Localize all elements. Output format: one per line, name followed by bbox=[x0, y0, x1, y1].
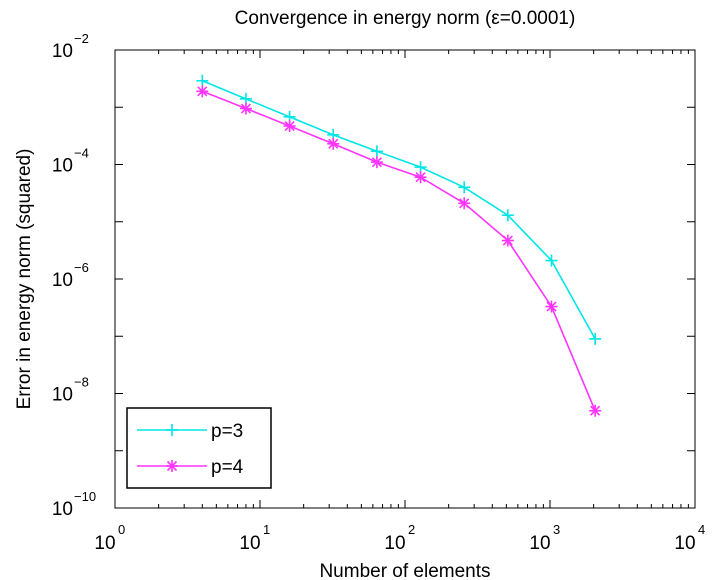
series-1-point bbox=[545, 254, 558, 267]
x-tick-label: 10 bbox=[674, 533, 695, 554]
y-tick-exponent: −6 bbox=[74, 260, 89, 275]
series-2-point bbox=[545, 300, 558, 313]
series-line-2 bbox=[202, 90, 596, 412]
chart-title: Convergence in energy norm (ε=0.0001) bbox=[235, 8, 576, 29]
x-tick-label: 10 bbox=[529, 533, 550, 554]
y-tick-label: 10 bbox=[52, 156, 73, 177]
series-2-point bbox=[239, 102, 252, 115]
series-1-point bbox=[501, 209, 514, 222]
y-axis-label: Error in energy norm (squared) bbox=[14, 149, 35, 410]
y-tick-label: 10 bbox=[52, 499, 73, 520]
x-tick-exponent: 4 bbox=[698, 522, 705, 537]
series-2-point bbox=[589, 404, 602, 417]
x-axis-label: Number of elements bbox=[319, 561, 490, 580]
y-tick-exponent: −10 bbox=[74, 489, 96, 504]
y-tick-exponent: −8 bbox=[74, 375, 89, 390]
x-tick-exponent: 0 bbox=[118, 522, 125, 537]
series-2-point bbox=[283, 120, 296, 133]
legend-box bbox=[126, 407, 272, 489]
x-tick-label: 10 bbox=[384, 533, 405, 554]
series-1-point bbox=[589, 332, 602, 345]
series-2-point bbox=[501, 234, 514, 247]
series-1-point bbox=[196, 74, 209, 87]
x-tick-exponent: 3 bbox=[553, 522, 560, 537]
legend-items: p=3 p=4 bbox=[137, 421, 244, 478]
x-tick-exponent: 1 bbox=[263, 522, 270, 537]
legend: p=3 p=4 bbox=[126, 407, 272, 489]
series-1-point bbox=[370, 145, 383, 158]
x-tick-label: 10 bbox=[94, 533, 115, 554]
y-tick-label: 10 bbox=[52, 41, 73, 62]
legend-label-1: p=3 bbox=[211, 421, 243, 442]
legend-label-2: p=4 bbox=[211, 457, 244, 478]
legend-marker-2 bbox=[166, 460, 178, 472]
y-tick-label: 10 bbox=[52, 385, 73, 406]
x-tick-exponent: 2 bbox=[408, 522, 415, 537]
legend-marker-1 bbox=[166, 424, 178, 436]
y-tick-exponent: −2 bbox=[74, 31, 89, 46]
series-2-point bbox=[370, 156, 383, 169]
series-layer bbox=[196, 74, 602, 417]
tick-marks bbox=[114, 49, 696, 509]
series-2-point bbox=[414, 171, 427, 184]
y-tick-exponent: −4 bbox=[74, 146, 89, 161]
series-line-1 bbox=[201, 80, 596, 340]
series-2-point bbox=[458, 197, 471, 210]
series-2-point bbox=[196, 85, 209, 98]
series-2-point bbox=[327, 137, 340, 150]
series-1-point bbox=[414, 161, 427, 174]
x-tick-label: 10 bbox=[239, 533, 260, 554]
y-tick-label: 10 bbox=[52, 270, 73, 291]
series-1-point bbox=[458, 181, 471, 194]
